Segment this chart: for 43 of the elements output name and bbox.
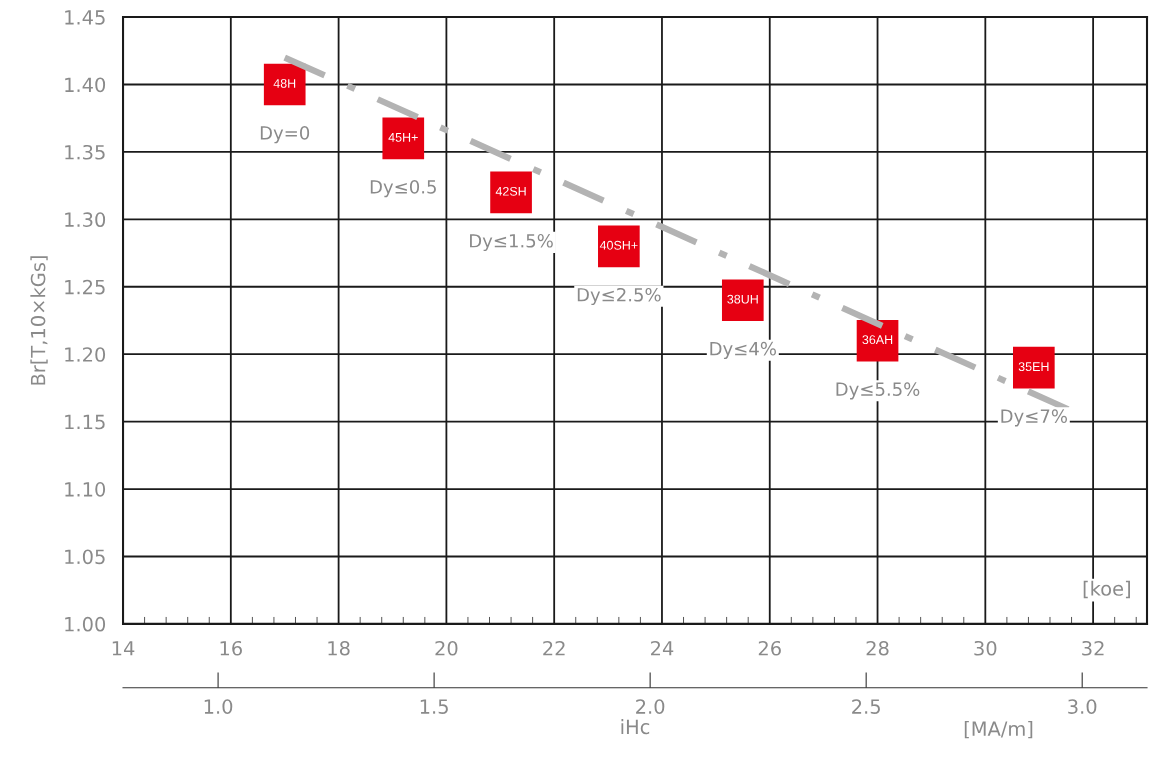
annotation: Dy≤7% <box>1001 409 1068 427</box>
y-tick-label: 1.05 <box>65 549 105 565</box>
x-tick-label: 14 <box>112 641 135 656</box>
y-tick-label: 1.20 <box>65 347 106 362</box>
x2-axis-title: [MA/m] <box>964 721 1033 739</box>
annotation: 36AH <box>862 335 893 345</box>
x-tick-label: 26 <box>758 640 781 656</box>
annotation: Dy≤4% <box>710 341 776 359</box>
x2-tick-label: 1.0 <box>204 699 233 714</box>
y-tick-label: 1.40 <box>65 77 106 93</box>
y-tick-label: 1.45 <box>65 10 105 25</box>
annotation: Dy≤2.5% <box>577 287 661 306</box>
annotation: 38UH <box>727 294 758 304</box>
x-tick-label: 22 <box>543 640 565 656</box>
x2-tick-label: 1.5 <box>420 699 448 714</box>
y-tick-label: 1.25 <box>65 279 105 295</box>
annotation: 40SH+ <box>599 240 638 250</box>
annotation: 45H+ <box>388 133 418 142</box>
y-tick-label: 1.10 <box>65 482 106 497</box>
x2-tick-label: 2.5 <box>852 699 880 714</box>
x-axis-title: iHc <box>621 719 650 735</box>
y-tick-label: 1.30 <box>65 212 106 228</box>
x-tick-label: 28 <box>866 640 889 656</box>
x2-tick-label: 3.0 <box>1068 699 1097 714</box>
annotation: [koe] <box>1083 580 1130 599</box>
x-tick-label: 24 <box>651 640 674 656</box>
annotation: 35EH <box>1018 362 1049 372</box>
annotation: Dy≤5.5% <box>836 382 920 400</box>
y-axis-title: Br[T,10×kGs] <box>30 256 48 385</box>
annotation: 42SH <box>495 186 526 196</box>
x-tick-label: 20 <box>435 640 458 656</box>
x-tick-label: 32 <box>1082 640 1104 656</box>
annotation: Dy≤0.5 <box>370 180 436 198</box>
y-tick-label: 1.00 <box>65 616 106 632</box>
x-tick-label: 18 <box>328 640 350 656</box>
x2-tick-label: 2.0 <box>636 699 665 714</box>
y-tick-label: 1.35 <box>65 144 105 160</box>
x-tick-label: 30 <box>974 640 997 656</box>
x-tick-label: 16 <box>220 640 242 656</box>
annotation: 48H <box>273 79 296 88</box>
y-tick-label: 1.15 <box>65 414 105 430</box>
annotation: Dy≤1.5% <box>470 233 553 252</box>
annotation: Dy=0 <box>260 126 310 144</box>
